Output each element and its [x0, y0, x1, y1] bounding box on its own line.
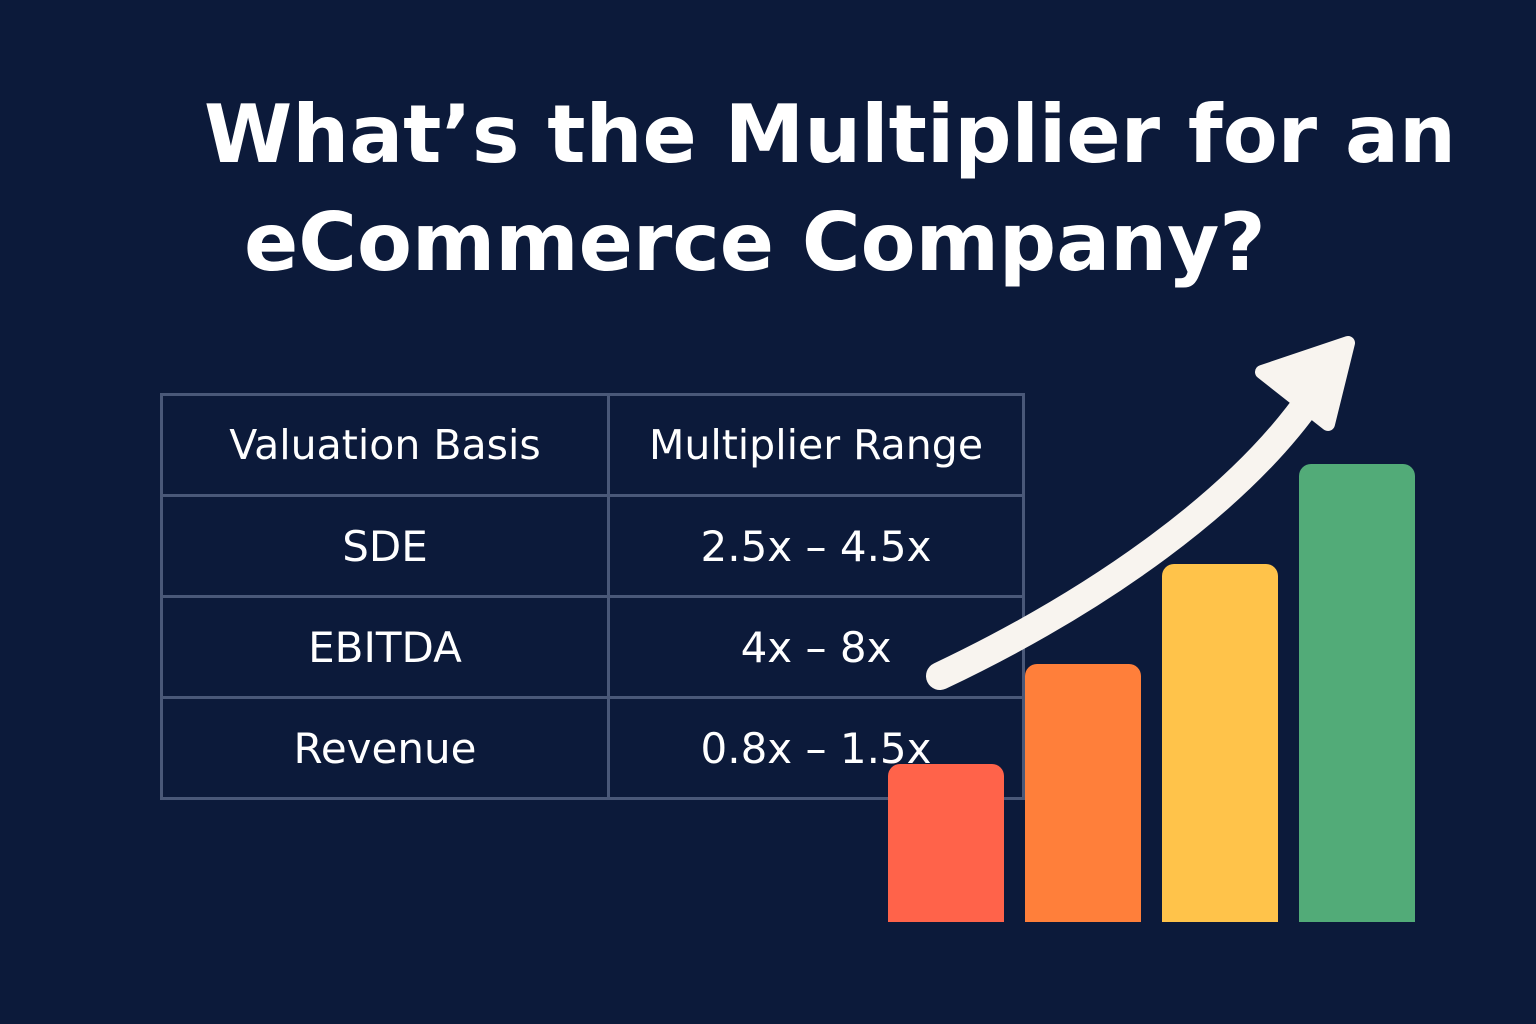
- row-basis-ebitda: EBITDA: [160, 595, 610, 699]
- headline-line-1: What’s the Multiplier for an: [204, 88, 1456, 181]
- header-valuation-basis: Valuation Basis: [160, 393, 610, 497]
- table-row: EBITDA 4x – 8x: [160, 595, 1025, 699]
- valuation-table: Valuation Basis Multiplier Range SDE 2.5…: [160, 393, 1025, 800]
- header-multiplier-range: Multiplier Range: [607, 393, 1025, 497]
- row-range-ebitda: 4x – 8x: [607, 595, 1025, 699]
- headline-line-2: eCommerce Company?: [244, 196, 1266, 289]
- row-basis-sde: SDE: [160, 494, 610, 598]
- row-basis-revenue: Revenue: [160, 696, 610, 800]
- row-range-sde: 2.5x – 4.5x: [607, 494, 1025, 598]
- bar-3: [1162, 564, 1278, 934]
- table-row: Revenue 0.8x – 1.5x: [160, 696, 1025, 800]
- bar-4: [1299, 464, 1415, 934]
- row-range-revenue: 0.8x – 1.5x: [607, 696, 1025, 800]
- table-row: SDE 2.5x – 4.5x: [160, 494, 1025, 598]
- table-header-row: Valuation Basis Multiplier Range: [160, 393, 1025, 497]
- bar-baseline-mask: [883, 922, 1441, 942]
- bar-2: [1025, 664, 1141, 934]
